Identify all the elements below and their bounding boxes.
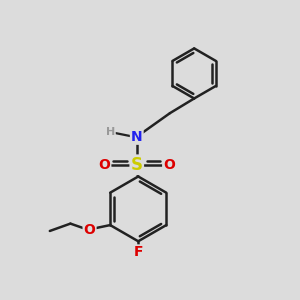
Text: F: F [134,245,143,260]
Text: O: O [98,158,110,172]
Text: N: N [131,130,142,144]
Text: H: H [106,127,115,137]
Text: S: S [131,156,143,174]
Text: O: O [163,158,175,172]
Text: O: O [84,223,95,236]
